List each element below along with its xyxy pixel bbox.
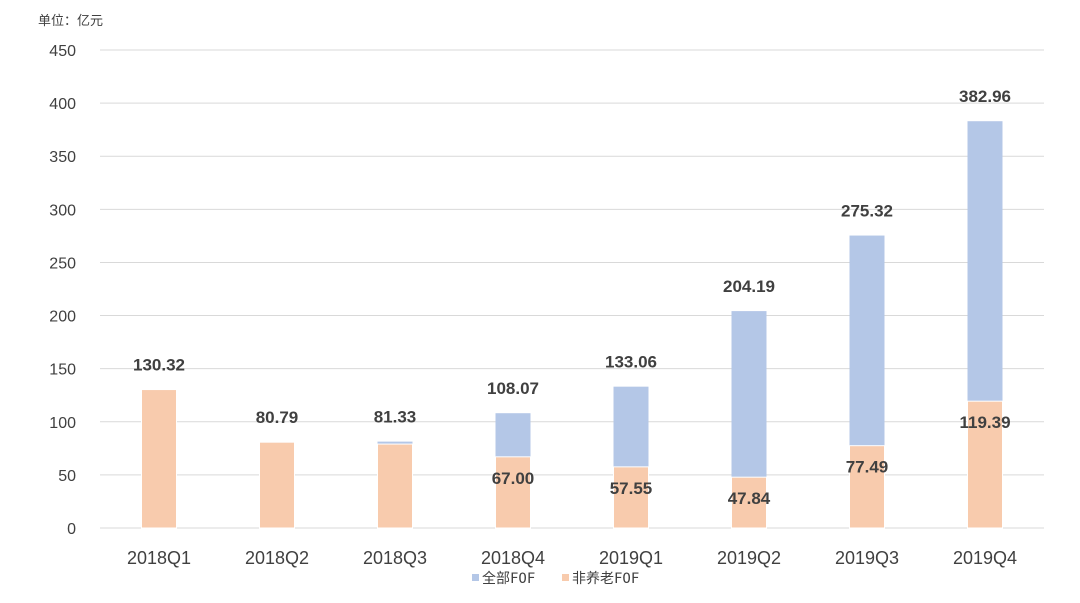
y-tick-label: 450 — [49, 43, 76, 60]
data-label-total: 80.79 — [256, 408, 299, 427]
y-tick-label: 350 — [49, 149, 76, 166]
bar-non-pension-fof — [259, 441, 295, 529]
y-tick-label: 100 — [49, 415, 76, 432]
data-label-non-pension: 77.49 — [846, 458, 889, 477]
bar-non-pension-fof — [613, 466, 649, 529]
y-tick-label: 200 — [49, 309, 76, 326]
data-label-total: 275.32 — [841, 202, 893, 221]
legend-swatch — [472, 574, 479, 581]
x-tick-label: 2018Q4 — [481, 548, 545, 568]
x-tick-label: 2019Q4 — [953, 548, 1017, 568]
bar-non-pension-fof — [849, 445, 885, 529]
x-tick-label: 2019Q1 — [599, 548, 663, 568]
y-tick-label: 50 — [58, 468, 76, 485]
bar-non-pension-fof — [967, 400, 1003, 529]
bar-non-pension-fof — [141, 389, 177, 529]
x-axis-ticks: 2018Q1 2018Q2 2018Q3 2018Q4 2019Q1 2019Q2 2019… — [127, 548, 1017, 568]
y-tick-label: 400 — [49, 96, 76, 113]
y-axis-ticks: 0 50 100 150 200 250 300 350 400 450 — [49, 43, 76, 538]
data-label-total: 204.19 — [723, 277, 775, 296]
y-tick-label: 0 — [67, 521, 76, 538]
bars — [141, 121, 1003, 529]
data-label-non-pension: 67.00 — [492, 469, 535, 488]
y-tick-label: 300 — [49, 202, 76, 219]
data-label-non-pension: 47.84 — [728, 489, 771, 508]
data-label-total: 108.07 — [487, 379, 539, 398]
legend-label: 全部FOF — [482, 570, 535, 587]
x-tick-label: 2018Q1 — [127, 548, 191, 568]
bar-non-pension-fof — [495, 456, 531, 529]
x-tick-label: 2019Q2 — [717, 548, 781, 568]
data-label-total: 133.06 — [605, 353, 657, 372]
data-label-total: 81.33 — [374, 408, 417, 427]
x-tick-label: 2018Q3 — [363, 548, 427, 568]
y-tick-label: 150 — [49, 362, 76, 379]
data-label-total: 130.32 — [133, 356, 185, 375]
grid-lines — [100, 49, 1044, 529]
unit-label: 单位：亿元 — [38, 14, 104, 29]
bar-non-pension-fof — [731, 476, 767, 529]
legend: 全部FOF 非养老FOF — [472, 570, 639, 587]
bar-non-pension-fof — [377, 443, 413, 529]
legend-swatch — [562, 574, 569, 581]
x-tick-label: 2019Q3 — [835, 548, 899, 568]
data-label-non-pension: 119.39 — [959, 413, 1010, 432]
legend-label: 非养老FOF — [572, 571, 639, 587]
data-labels: 130.32 80.79 81.33 108.07 67.00 133.06 57.55 20… — [133, 87, 1011, 508]
x-tick-label: 2018Q2 — [245, 548, 309, 568]
data-label-non-pension: 57.55 — [610, 479, 653, 498]
data-label-total: 382.96 — [959, 87, 1011, 106]
y-tick-label: 250 — [49, 255, 76, 272]
